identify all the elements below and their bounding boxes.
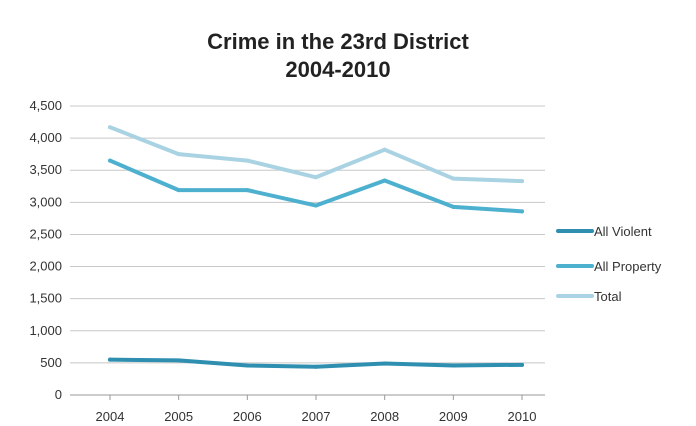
y-tick-label: 4,000: [29, 130, 62, 145]
y-tick-label: 2,500: [29, 226, 62, 241]
legend: All Violent All Property Total: [556, 224, 662, 304]
data-point-total: [176, 152, 181, 157]
data-point-total: [382, 147, 387, 152]
data-point-all-violent: [176, 358, 181, 363]
data-point-all-violent: [520, 362, 524, 367]
data-point-total: [108, 125, 112, 130]
x-tick-label: 2005: [164, 409, 193, 424]
y-tick-label: 0: [55, 387, 62, 402]
y-tick-label: 1,500: [29, 291, 62, 306]
x-tick-label: 2004: [96, 409, 125, 424]
data-point-total: [520, 179, 524, 184]
axis-layer: 0 500 1,000 1,500 2,000 2,500 3,000 3,500 4,000 4…: [29, 98, 545, 424]
y-tick-label: 1,000: [29, 323, 62, 338]
y-tick-label: 500: [40, 355, 62, 370]
data-point-total: [245, 158, 250, 163]
x-tick-label: 2006: [233, 409, 262, 424]
data-point-all-property: [314, 203, 318, 208]
series-line-total: [108, 125, 524, 184]
x-tick-label: 2008: [370, 409, 399, 424]
data-point-all-property: [382, 178, 387, 183]
series-layer: [108, 125, 524, 369]
chart-title-group: Crime in the 23rd District 2004-2010: [207, 29, 469, 82]
x-tick-label: 2010: [508, 409, 537, 424]
data-point-all-property: [520, 209, 524, 214]
data-point-all-violent: [382, 361, 387, 366]
legend-label-total: Total: [594, 289, 622, 304]
data-point-total: [451, 176, 456, 181]
data-point-all-violent: [451, 363, 456, 368]
data-point-all-violent: [108, 357, 112, 362]
chart-title: Crime in the 23rd District: [207, 29, 469, 54]
data-point-all-property: [451, 204, 456, 209]
chart-subtitle: 2004-2010: [285, 57, 390, 82]
x-tick-label: 2009: [439, 409, 468, 424]
data-point-all-property: [176, 188, 181, 193]
data-point-all-property: [108, 158, 112, 163]
data-point-all-violent: [314, 364, 318, 369]
y-tick-label: 3,000: [29, 194, 62, 209]
legend-label-all-property: All Property: [594, 259, 662, 274]
x-tick-label: 2007: [302, 409, 331, 424]
legend-label-all-violent: All Violent: [594, 224, 652, 239]
data-point-all-violent: [245, 363, 250, 368]
grid-layer: [70, 105, 545, 364]
y-tick-label: 3,500: [29, 162, 62, 177]
data-point-all-property: [245, 188, 250, 193]
y-tick-label: 4,500: [29, 98, 62, 113]
y-tick-label: 2,000: [29, 259, 62, 274]
data-point-total: [314, 175, 318, 180]
